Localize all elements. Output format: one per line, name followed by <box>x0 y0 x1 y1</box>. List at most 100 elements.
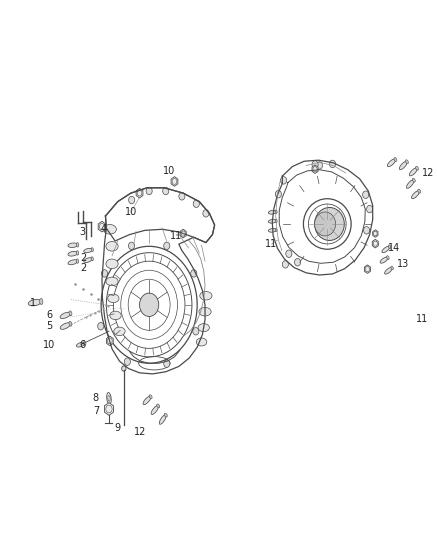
Text: 2: 2 <box>81 253 87 263</box>
Circle shape <box>276 190 282 198</box>
Ellipse shape <box>76 243 79 247</box>
Ellipse shape <box>68 260 78 265</box>
Ellipse shape <box>103 224 117 234</box>
Circle shape <box>312 161 318 168</box>
Ellipse shape <box>69 311 72 316</box>
Ellipse shape <box>159 415 166 424</box>
Polygon shape <box>136 188 143 198</box>
Ellipse shape <box>416 166 419 170</box>
Ellipse shape <box>76 251 79 255</box>
Circle shape <box>193 200 199 207</box>
Text: 11: 11 <box>265 239 278 249</box>
Text: 12: 12 <box>421 168 434 179</box>
Ellipse shape <box>385 268 392 274</box>
Ellipse shape <box>39 298 43 304</box>
Circle shape <box>98 322 104 330</box>
Circle shape <box>124 358 131 365</box>
Ellipse shape <box>91 248 93 252</box>
Text: 7: 7 <box>93 406 99 416</box>
Ellipse shape <box>314 212 336 236</box>
Ellipse shape <box>106 241 118 251</box>
Text: 2: 2 <box>81 263 87 273</box>
Circle shape <box>122 366 126 371</box>
Text: 14: 14 <box>388 243 400 253</box>
Ellipse shape <box>76 342 85 347</box>
Circle shape <box>164 242 170 249</box>
Circle shape <box>179 192 185 200</box>
Text: 4: 4 <box>100 224 106 235</box>
Polygon shape <box>372 239 378 248</box>
Polygon shape <box>171 176 178 186</box>
Circle shape <box>146 187 152 195</box>
Ellipse shape <box>275 210 277 214</box>
Ellipse shape <box>418 189 421 193</box>
Text: 3: 3 <box>80 227 86 237</box>
Ellipse shape <box>199 308 211 316</box>
Text: 8: 8 <box>93 393 99 403</box>
Ellipse shape <box>275 228 277 232</box>
Circle shape <box>193 328 199 335</box>
Polygon shape <box>364 265 371 273</box>
Ellipse shape <box>389 245 391 249</box>
Circle shape <box>102 270 108 277</box>
Polygon shape <box>104 402 113 415</box>
Ellipse shape <box>164 413 167 417</box>
Ellipse shape <box>314 207 344 240</box>
Ellipse shape <box>28 300 41 306</box>
Ellipse shape <box>268 229 276 232</box>
Polygon shape <box>373 230 378 237</box>
Text: 6: 6 <box>46 310 53 320</box>
Polygon shape <box>312 165 318 173</box>
Circle shape <box>203 209 209 217</box>
Ellipse shape <box>60 323 71 329</box>
Text: 5: 5 <box>46 321 53 331</box>
Ellipse shape <box>84 248 92 253</box>
Text: 1: 1 <box>30 297 36 308</box>
Text: 12: 12 <box>134 427 147 438</box>
Ellipse shape <box>196 338 207 346</box>
Ellipse shape <box>382 246 390 253</box>
Ellipse shape <box>151 406 159 415</box>
Text: 13: 13 <box>397 260 410 269</box>
Circle shape <box>191 270 197 277</box>
Circle shape <box>316 162 322 169</box>
Ellipse shape <box>268 211 276 214</box>
Ellipse shape <box>275 219 277 223</box>
Ellipse shape <box>68 243 78 247</box>
Ellipse shape <box>84 341 86 345</box>
Polygon shape <box>98 221 106 232</box>
Ellipse shape <box>106 277 118 286</box>
Circle shape <box>329 160 336 167</box>
Ellipse shape <box>412 178 415 182</box>
Ellipse shape <box>149 395 152 399</box>
Ellipse shape <box>108 294 119 303</box>
Ellipse shape <box>106 259 118 269</box>
Ellipse shape <box>406 160 408 164</box>
Text: 11: 11 <box>170 231 182 241</box>
Ellipse shape <box>69 321 72 326</box>
Ellipse shape <box>410 168 417 176</box>
Circle shape <box>294 259 300 266</box>
Circle shape <box>364 227 370 234</box>
Ellipse shape <box>387 159 396 167</box>
Ellipse shape <box>391 266 393 270</box>
Ellipse shape <box>60 312 71 319</box>
Circle shape <box>128 242 134 249</box>
Ellipse shape <box>406 180 414 188</box>
Circle shape <box>140 293 159 317</box>
Text: 10: 10 <box>125 207 137 217</box>
Text: 10: 10 <box>162 166 175 176</box>
Text: 10: 10 <box>42 340 55 350</box>
Ellipse shape <box>107 392 111 404</box>
Circle shape <box>283 261 288 268</box>
Text: 6: 6 <box>80 340 86 350</box>
Circle shape <box>286 250 292 257</box>
Polygon shape <box>106 336 113 346</box>
Ellipse shape <box>110 311 121 320</box>
Text: 9: 9 <box>115 423 121 433</box>
Ellipse shape <box>114 327 125 336</box>
Ellipse shape <box>200 292 212 300</box>
Ellipse shape <box>84 258 92 263</box>
Ellipse shape <box>198 324 209 332</box>
Ellipse shape <box>76 259 79 263</box>
